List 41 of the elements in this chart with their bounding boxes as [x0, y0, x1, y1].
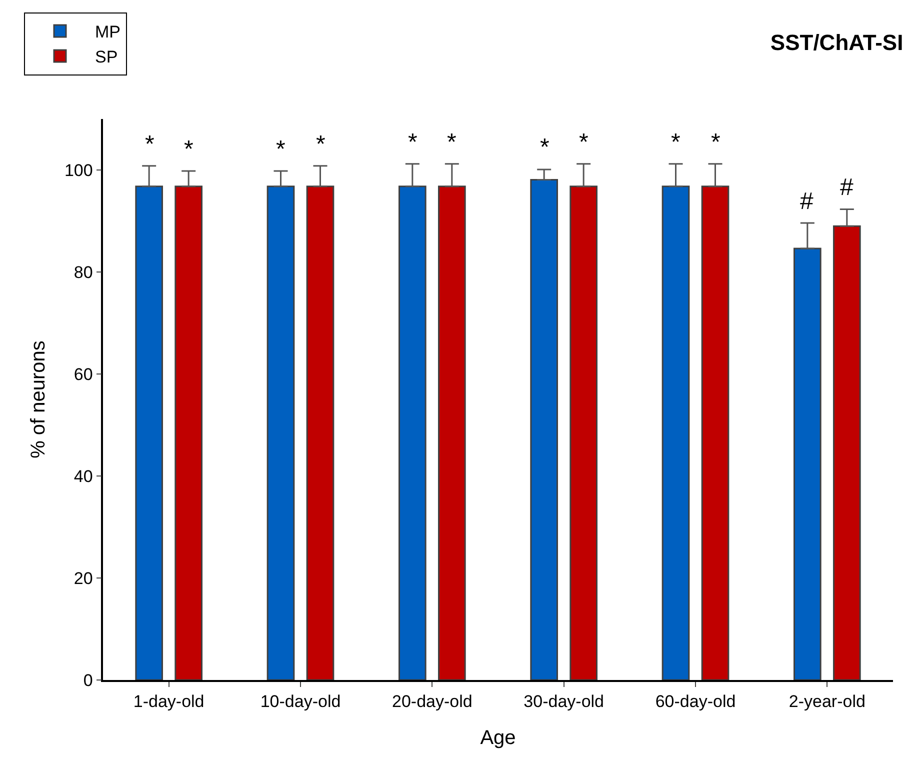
bar [662, 186, 690, 680]
data-label: * [447, 129, 456, 156]
data-label: * [540, 134, 550, 161]
y-tick-label: 40 [74, 466, 93, 486]
data-label: * [276, 136, 286, 163]
bar [701, 186, 730, 680]
data-label: * [711, 129, 720, 156]
x-tick-label: 20-day-old [392, 692, 472, 712]
bar [570, 186, 598, 680]
data-label: * [145, 131, 154, 158]
bar [174, 186, 202, 680]
bar [530, 178, 558, 680]
y-tick-label: 60 [74, 364, 93, 384]
data-label: * [671, 129, 680, 156]
y-tick-label: 100 [64, 160, 93, 180]
legend-label: MP [95, 22, 120, 42]
y-tick-label: 80 [74, 262, 93, 282]
x-tick-label: 30-day-old [524, 692, 604, 712]
legend-label: SP [95, 48, 118, 67]
data-label: * [579, 129, 588, 156]
x-tick-label: 1-day-old [133, 692, 204, 712]
x-axis-title: Age [480, 727, 516, 750]
x-tick-label: 60-day-old [655, 692, 736, 712]
data-label: # [840, 174, 854, 201]
bar [398, 186, 426, 680]
data-label: * [316, 131, 326, 158]
y-tick-label: 20 [74, 568, 93, 588]
x-tick-label: 10-day-old [260, 692, 341, 712]
bar [306, 186, 334, 680]
data-label: * [408, 129, 418, 156]
y-tick-label: 0 [83, 670, 93, 690]
bar [833, 225, 861, 680]
bar [794, 248, 822, 680]
data-label: * [184, 136, 194, 163]
x-tick-label: 2-year-old [788, 692, 866, 712]
chart-title: SST/ChAT-SI [770, 30, 904, 55]
data-label: # [800, 188, 814, 215]
bar [438, 186, 466, 680]
bar [135, 186, 163, 680]
bar [266, 186, 295, 680]
y-axis-title: % of neurons [27, 340, 50, 458]
